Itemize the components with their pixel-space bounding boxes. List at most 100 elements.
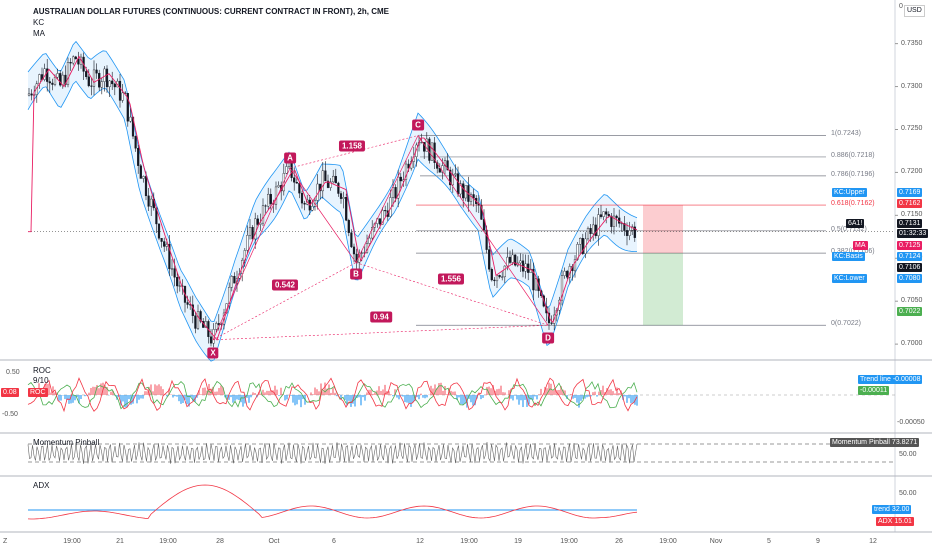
timezone-corner[interactable]: Z <box>3 538 8 545</box>
candle-body <box>95 69 98 74</box>
roc-histogram-bar <box>630 395 632 404</box>
indicator-ma-label[interactable]: MA <box>33 29 45 38</box>
roc-histogram-bar <box>482 395 484 398</box>
roc-histogram-bar <box>532 395 534 400</box>
roc-histogram-bar <box>504 392 506 395</box>
roc-histogram-bar <box>98 388 100 395</box>
candle-body <box>589 228 592 234</box>
price-tag-name: KC:Upper <box>832 188 867 197</box>
roc-histogram-bar <box>602 385 604 395</box>
roc-histogram-bar <box>566 395 568 399</box>
roc-histogram-bar <box>436 388 438 395</box>
price-tick-label: 0.7200 <box>901 168 923 176</box>
roc-histogram-bar <box>426 395 428 398</box>
candle-body <box>610 215 613 227</box>
roc-histogram-bar <box>422 395 424 398</box>
roc-histogram-bar <box>96 384 98 395</box>
candle-body <box>129 116 132 122</box>
price-tag-name: KC:Basis <box>832 252 865 261</box>
roc-histogram-bar <box>224 395 226 398</box>
roc-histogram-bar <box>112 390 114 395</box>
candle-body <box>441 165 444 173</box>
currency-button[interactable]: USD <box>904 5 925 17</box>
candle-body <box>134 135 137 149</box>
roc-histogram-bar <box>492 385 494 395</box>
candle-body <box>592 224 595 234</box>
candle-body <box>529 268 532 273</box>
roc-histogram-bar <box>424 395 426 399</box>
roc-histogram-bar <box>390 394 392 395</box>
candle-body <box>311 205 314 211</box>
candle-body <box>436 162 439 169</box>
roc-histogram-bar <box>500 385 502 395</box>
roc-histogram-bar <box>514 395 516 396</box>
take-profit-zone <box>643 253 683 326</box>
roc-histogram-bar <box>446 394 448 395</box>
roc-histogram-bar <box>488 386 490 395</box>
candle-body <box>321 170 324 192</box>
roc-histogram-bar <box>464 395 466 404</box>
roc-histogram-bar <box>84 395 86 397</box>
candle-body <box>381 210 384 225</box>
roc-histogram-bar <box>92 386 94 395</box>
roc-histogram-bar <box>382 389 384 395</box>
roc-histogram-bar <box>318 391 320 395</box>
roc-histogram-bar <box>152 391 154 395</box>
candle-body <box>631 226 634 231</box>
candle-body <box>53 76 57 85</box>
roc-histogram-bar <box>230 395 232 398</box>
roc-histogram-bar <box>172 395 174 398</box>
roc-histogram-bar <box>110 391 112 395</box>
time-tick-label: Oct <box>268 538 280 545</box>
price-tag-name: KC:Lower <box>832 274 867 283</box>
roc-histogram-bar <box>594 391 596 395</box>
indicator-kc-label[interactable]: KC <box>33 18 45 27</box>
price-tag-name: MA <box>853 241 868 250</box>
roc-histogram-bar <box>80 395 82 400</box>
candle-body <box>77 58 80 65</box>
adx-title[interactable]: ADX <box>33 481 50 490</box>
roc-title[interactable]: ROC <box>33 366 51 375</box>
roc-histogram-bar <box>160 386 162 395</box>
roc-histogram-bar <box>220 385 222 395</box>
candle-body <box>423 142 426 152</box>
time-tick-label: 19:00 <box>659 538 677 545</box>
roc-histogram-bar <box>176 395 178 397</box>
candle-body <box>142 176 145 179</box>
candle-body <box>623 223 626 231</box>
roc-histogram-bar <box>280 387 282 395</box>
roc-histogram-bar <box>348 395 350 401</box>
roc-histogram-bar <box>520 395 522 401</box>
roc-histogram-bar <box>334 392 336 395</box>
roc-histogram-bar <box>76 395 78 398</box>
roc-histogram-bar <box>450 390 452 395</box>
candle-body <box>277 185 280 188</box>
roc-histogram-bar <box>610 389 612 395</box>
roc-histogram-bar <box>512 395 514 401</box>
roc-histogram-bar <box>248 395 250 403</box>
roc-histogram-bar <box>372 393 374 395</box>
roc-histogram-bar <box>406 395 408 403</box>
momentum-title[interactable]: Momentum Pinball <box>33 438 100 447</box>
roc-histogram-bar <box>48 383 50 395</box>
candle-body <box>209 336 213 344</box>
roc-histogram-bar <box>136 395 138 404</box>
candle-body <box>337 182 340 194</box>
roc-histogram-bar <box>358 395 360 398</box>
time-tick-label: 19:00 <box>63 538 81 545</box>
roc-histogram-bar <box>392 395 394 397</box>
pattern-ratio-label: 0.94 <box>370 311 392 323</box>
roc-histogram-bar <box>498 388 500 395</box>
candle-body <box>72 56 75 64</box>
price-tick-label: 0.7150 <box>901 211 923 219</box>
roc-histogram-bar <box>72 395 74 403</box>
candle-body <box>295 182 298 184</box>
price-tick-label: 0.7000 <box>901 340 923 348</box>
candle-body <box>493 279 496 282</box>
roc-histogram-bar <box>316 389 318 395</box>
candle-body <box>576 244 579 260</box>
candle-body <box>61 74 64 86</box>
roc-histogram-bar <box>388 391 390 395</box>
roc-histogram-bar <box>164 394 166 395</box>
